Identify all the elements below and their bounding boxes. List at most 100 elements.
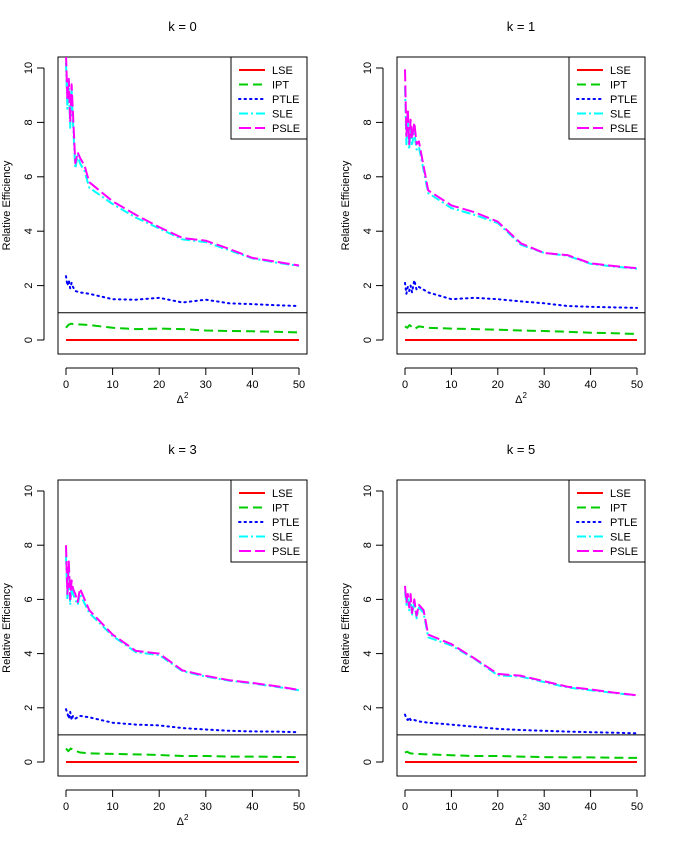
- x-tick-label: 40: [584, 801, 596, 813]
- legend-label-sle: SLE: [610, 532, 631, 544]
- y-tick-label: 0: [23, 759, 35, 765]
- y-tick-label: 2: [362, 705, 374, 711]
- y-tick-label: 8: [23, 119, 35, 125]
- y-tick-label: 8: [362, 542, 374, 548]
- x-axis-label-superscript: 2: [522, 813, 527, 822]
- legend-label-psle: PSLE: [272, 123, 300, 135]
- legend-label-ptle: PTLE: [272, 94, 300, 106]
- series-ipt-line: [65, 747, 300, 759]
- legend-label-lse: LSE: [272, 65, 293, 77]
- x-tick-label: 50: [631, 801, 643, 813]
- y-tick-label: 0: [362, 759, 374, 765]
- x-tick-label: 40: [246, 801, 258, 813]
- y-tick-label: 2: [23, 705, 35, 711]
- x-axis-label-base: Δ: [515, 394, 523, 406]
- y-tick-label: 0: [23, 337, 35, 343]
- legend-label-psle: PSLE: [610, 123, 638, 135]
- x-tick-label: 30: [200, 379, 212, 391]
- legend-label-lse: LSE: [272, 488, 293, 500]
- x-tick-label: 20: [153, 801, 165, 813]
- series-group: [65, 545, 300, 763]
- plot-frame: [57, 479, 308, 777]
- series-psle-line: [404, 585, 638, 697]
- series-ipt-line: [404, 324, 638, 335]
- x-tick-label: 10: [106, 801, 118, 813]
- x-tick-label: 0: [402, 801, 408, 813]
- legend-label-ptle: PTLE: [272, 517, 300, 529]
- series-ipt-line: [404, 750, 638, 759]
- chart-title: k = 0: [168, 19, 197, 34]
- legend-label-ptle: PTLE: [610, 94, 638, 106]
- y-tick-label: 4: [362, 228, 374, 234]
- x-tick-label: 10: [445, 379, 457, 391]
- x-tick-label: 0: [63, 801, 69, 813]
- y-tick-label: 10: [362, 485, 374, 497]
- x-axis-label-superscript: 2: [522, 391, 527, 400]
- chart-panel-2: k = 3 0 2 4 6 8 10 Relative Efficiency 0 10 20 30 40…: [1, 442, 308, 828]
- series-sle-line: [404, 591, 638, 697]
- x-axis-label-superscript: 2: [184, 391, 189, 400]
- x-tick-label: 40: [584, 379, 596, 391]
- x-axis-label: Δ2: [177, 813, 189, 828]
- x-tick-label: 0: [402, 379, 408, 391]
- series-ptle-line: [65, 708, 300, 734]
- y-tick-label: 4: [23, 651, 35, 657]
- series-psle-line: [404, 69, 638, 270]
- y-tick-label: 6: [362, 596, 374, 602]
- legend-label-sle: SLE: [272, 532, 293, 544]
- legend-label-ipt: IPT: [272, 80, 289, 92]
- y-axis-label: Relative Efficiency: [1, 160, 13, 250]
- x-tick-label: 30: [538, 801, 550, 813]
- legend-label-lse: LSE: [610, 488, 631, 500]
- y-tick-label: 10: [23, 62, 35, 74]
- y-tick-label: 8: [362, 119, 374, 125]
- x-tick-label: 50: [293, 379, 305, 391]
- y-tick-label: 2: [362, 283, 374, 289]
- legend-label-lse: LSE: [610, 65, 631, 77]
- x-tick-label: 20: [492, 801, 504, 813]
- x-tick-label: 10: [445, 801, 457, 813]
- chart-title: k = 3: [168, 442, 197, 457]
- x-axis-label: Δ2: [515, 391, 527, 406]
- x-axis-label: Δ2: [515, 813, 527, 828]
- series-psle-line: [65, 57, 300, 267]
- y-axis: 0 2 4 6 8 10: [362, 62, 384, 343]
- chart-panel-0: k = 0 0 2 4 6 8 10 Relative Efficiency 0 10 20 30 40…: [1, 19, 308, 406]
- x-tick-label: 30: [538, 379, 550, 391]
- x-axis-label-base: Δ: [515, 816, 523, 828]
- legend-label-ipt: IPT: [272, 503, 289, 515]
- y-axis: 0 2 4 6 8 10: [23, 62, 45, 343]
- x-axis-label-base: Δ: [177, 816, 185, 828]
- y-axis-label: Relative Efficiency: [340, 160, 352, 250]
- y-tick-label: 10: [23, 485, 35, 497]
- legend-label-ptle: PTLE: [610, 517, 638, 529]
- x-axis: 0 10 20 30 40 50: [63, 789, 305, 813]
- x-tick-label: 20: [153, 379, 165, 391]
- y-tick-label: 4: [23, 228, 35, 234]
- plot-frame: [396, 479, 646, 777]
- chart-panel-3: k = 5 0 2 4 6 8 10 Relative Efficiency 0 10 20 30 40…: [340, 442, 646, 828]
- y-tick-label: 8: [23, 542, 35, 548]
- x-axis: 0 10 20 30 40 50: [63, 367, 305, 391]
- plot-frame: [57, 56, 308, 355]
- legend: LSE IPT PTLE SLE PSLE: [568, 56, 646, 140]
- y-axis-label: Relative Efficiency: [1, 583, 13, 673]
- x-tick-label: 40: [246, 379, 258, 391]
- y-tick-label: 6: [23, 174, 35, 180]
- legend: LSE IPT PTLE SLE PSLE: [230, 56, 308, 140]
- series-sle-line: [404, 86, 638, 270]
- series-group: [65, 57, 300, 341]
- x-axis-label: Δ2: [177, 391, 189, 406]
- legend-label-ipt: IPT: [610, 80, 627, 92]
- x-axis: 0 10 20 30 40 50: [402, 789, 643, 813]
- series-ptle-line: [404, 279, 638, 309]
- series-group: [404, 585, 638, 763]
- y-tick-label: 2: [23, 283, 35, 289]
- series-psle-line: [65, 545, 300, 691]
- x-axis: 0 10 20 30 40 50: [402, 367, 643, 391]
- series-ptle-line: [404, 713, 638, 735]
- series-ptle-line: [65, 275, 300, 307]
- y-axis: 0 2 4 6 8 10: [23, 485, 45, 765]
- x-axis-label-superscript: 2: [184, 813, 189, 822]
